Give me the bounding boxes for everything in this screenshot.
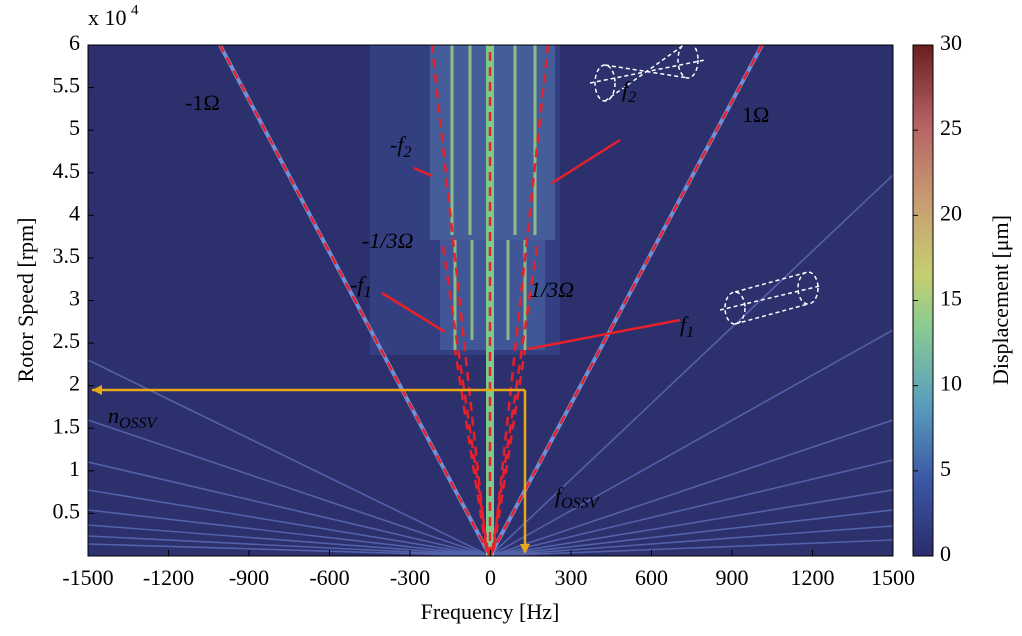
annotation-text: -1/3Ω xyxy=(362,228,413,253)
x-tick-label: -300 xyxy=(390,565,430,590)
x-tick-label: -600 xyxy=(309,565,349,590)
colorbar-tick-label: 10 xyxy=(940,371,962,396)
annotation-text: 1/3Ω xyxy=(530,277,574,302)
annotation: 1Ω xyxy=(742,102,769,127)
y-tick-label: 5 xyxy=(69,115,80,140)
x-tick-label: -1200 xyxy=(143,565,194,590)
annotation-subscript: 2 xyxy=(403,144,411,161)
y-tick-label: 2 xyxy=(69,371,80,396)
colorbar-tick-label: 15 xyxy=(940,286,962,311)
annotation: 1/3Ω xyxy=(530,277,574,302)
y-tick-label: 3.5 xyxy=(53,243,81,268)
x-tick-label: -1500 xyxy=(62,565,113,590)
x-tick-label: -900 xyxy=(229,565,269,590)
annotation-subscript: 2 xyxy=(628,89,636,106)
y-tick-label: 1 xyxy=(69,456,80,481)
annotation: -1Ω xyxy=(185,90,220,115)
annotation-text: 1Ω xyxy=(742,102,769,127)
colorbar-tick-label: 20 xyxy=(940,200,962,225)
colorbar-tick-label: 30 xyxy=(940,30,962,55)
x-tick-label: 1200 xyxy=(791,565,835,590)
y-tick-label: 1.5 xyxy=(53,413,81,438)
y-tick-label: 2.5 xyxy=(53,328,81,353)
colorbar-label: Displacement [μm] xyxy=(988,215,1013,385)
chart: x 10 4 Frequency [Hz] Rotor Speed [rpm] … xyxy=(0,0,1022,636)
annotation-subscript: 1 xyxy=(363,284,371,301)
annotation-subscript: 1 xyxy=(686,324,694,341)
x-tick-label: 300 xyxy=(555,565,588,590)
colorbar-tick-label: 0 xyxy=(940,541,951,566)
x-tick-label: 0 xyxy=(485,565,496,590)
colorbar-tick-label: 25 xyxy=(940,115,962,140)
y-tick-label: 4.5 xyxy=(53,158,81,183)
y-axis-label: Rotor Speed [rpm] xyxy=(13,218,38,383)
y-tick-label: 5.5 xyxy=(53,73,81,98)
annotation-text: -1Ω xyxy=(185,90,220,115)
x-tick-label: 900 xyxy=(716,565,749,590)
y-multiplier-exp: 4 xyxy=(131,2,139,18)
annotation-subscript: OSSV xyxy=(561,495,601,512)
y-tick-label: 4 xyxy=(69,200,80,225)
x-axis-label: Frequency [Hz] xyxy=(421,599,560,624)
y-tick-label: 3 xyxy=(69,286,80,311)
annotation-text: n xyxy=(108,403,119,428)
y-tick-label: 0.5 xyxy=(53,498,81,523)
y-tick-label: 6 xyxy=(69,30,80,55)
heatmap xyxy=(88,42,893,556)
colorbar-tick-label: 5 xyxy=(940,456,951,481)
annotation: -1/3Ω xyxy=(362,228,413,253)
y-multiplier: x 10 xyxy=(88,5,127,30)
annotation-subscript: OSSV xyxy=(119,415,159,432)
x-tick-label: 1500 xyxy=(871,565,915,590)
x-tick-label: 600 xyxy=(635,565,668,590)
